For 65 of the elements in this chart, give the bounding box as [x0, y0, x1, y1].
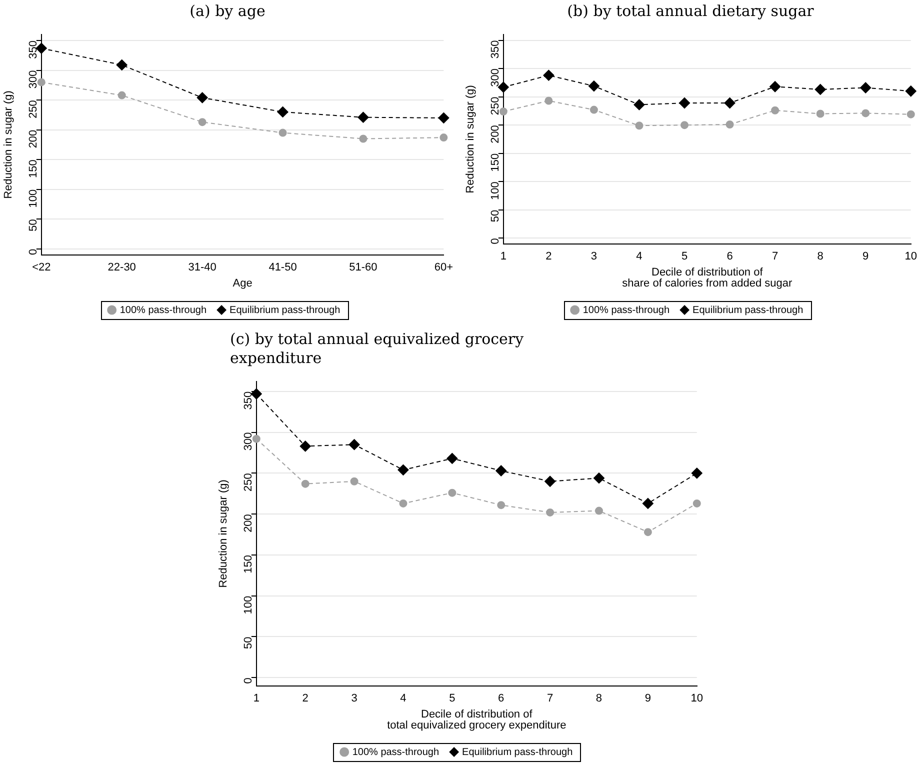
legend-label: 100% pass-through [582, 304, 670, 316]
x-tick-label: 3 [590, 250, 598, 262]
y-tick-label: 150 [242, 554, 254, 574]
y-axis-title: Reduction in sugar (g) [464, 85, 477, 194]
x-tick-label: 1 [253, 692, 260, 704]
y-tick-label: 100 [27, 189, 40, 208]
chart-title: (a) by age [188, 2, 266, 21]
y-tick-label: 350 [242, 391, 254, 410]
x-tick-label: 7 [546, 692, 554, 704]
y-axis-title: Reduction in sugar (g) [2, 90, 15, 199]
x-tick-label: 9 [862, 250, 869, 262]
x-tick-label: 41-50 [268, 261, 297, 274]
x-tick-label: 60+ [434, 261, 454, 274]
y-tick-label: 50 [489, 210, 502, 222]
x-axis-title: Decile of distribution of share of calories from added sugar [622, 266, 792, 290]
y-tick-label: 100 [242, 596, 254, 614]
y-tick-label: 150 [489, 153, 502, 172]
x-tick-label: 9 [644, 692, 651, 704]
y-tick-label: 250 [489, 96, 502, 116]
x-tick-label: 2 [302, 692, 308, 704]
x-axis-title: Decile of distribution of total equivalized grocery expenditure [387, 708, 566, 732]
x-tick-label: 2 [546, 250, 552, 262]
y-tick-label: 200 [242, 514, 254, 532]
x-tick-label: 10 [690, 692, 704, 704]
chart-title: (b) by total annual dietary sugar [566, 2, 815, 21]
x-tick-label: 10 [904, 250, 918, 262]
y-tick-label: 300 [242, 432, 254, 451]
x-tick-label: 31-40 [188, 261, 216, 274]
y-tick-label: 300 [489, 68, 502, 87]
x-tick-label: 4 [636, 250, 642, 262]
x-tick-label: 6 [726, 250, 733, 262]
y-tick-label: 0 [27, 248, 40, 255]
y-tick-label: 250 [27, 100, 40, 118]
y-tick-label: 100 [489, 182, 502, 200]
legend-label: Equilibrium pass-through [692, 304, 804, 316]
x-tick-label: 5 [681, 250, 688, 262]
legend-label: Equilibrium pass-through [230, 304, 340, 316]
chart-title: (c) by total annual equivalized grocery expenditure [230, 330, 525, 368]
x-tick-label: 5 [449, 692, 456, 704]
y-tick-label: 50 [27, 219, 40, 232]
y-tick-label: 50 [242, 636, 254, 649]
x-tick-label: 7 [772, 250, 778, 262]
y-tick-label: 200 [489, 125, 502, 144]
x-tick-label: 22-30 [108, 261, 136, 274]
y-tick-label: 350 [27, 40, 40, 59]
legend-label: Equilibrium pass-through [462, 746, 573, 758]
y-tick-label: 300 [27, 70, 40, 89]
x-tick-label: 8 [817, 250, 824, 262]
x-tick-label: 4 [400, 692, 406, 704]
x-tick-label: <22 [32, 261, 51, 274]
legend-label: 100% pass-through [120, 304, 207, 316]
x-tick-label: 6 [498, 692, 504, 704]
y-tick-label: 150 [27, 160, 40, 178]
x-tick-label: 1 [500, 250, 506, 262]
y-tick-label: 250 [242, 473, 254, 492]
y-tick-label: 0 [489, 238, 502, 244]
y-axis-title: Reduction in sugar (g) [218, 480, 230, 588]
x-tick-label: 51-60 [349, 261, 378, 274]
y-tick-label: 350 [489, 40, 502, 59]
y-tick-label: 200 [27, 130, 40, 148]
x-tick-label: 8 [596, 692, 602, 704]
legend-label: 100% pass-through [352, 746, 440, 758]
x-axis-title: Age [232, 278, 252, 290]
y-tick-label: 0 [242, 678, 254, 684]
x-tick-label: 3 [351, 692, 358, 704]
